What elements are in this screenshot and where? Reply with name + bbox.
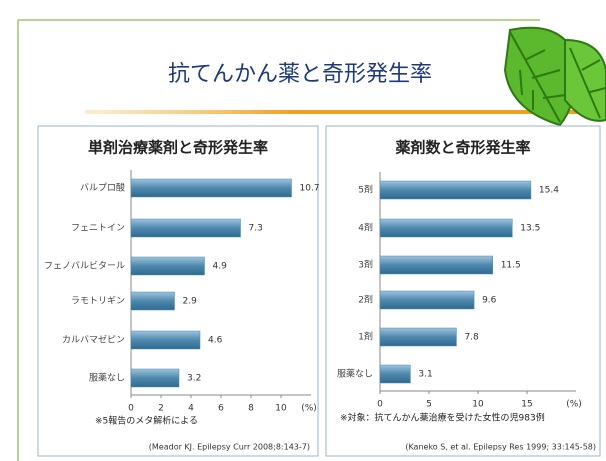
category-label: 1剤 — [358, 331, 373, 343]
value-label: 3.1 — [418, 370, 432, 380]
chart-title: 単剤治療薬剤と奇形発生率 — [88, 139, 268, 157]
x-tick-label: 5 — [426, 400, 432, 410]
value-label: 13.5 — [520, 224, 540, 234]
category-label: 5剤 — [358, 184, 373, 196]
category-label: カルバマゼピン — [62, 334, 125, 346]
value-label: 7.8 — [464, 333, 479, 343]
note: ※5報告のメタ解析による — [95, 415, 198, 427]
bar — [379, 180, 532, 200]
value-label: 7.3 — [249, 224, 263, 234]
bar — [130, 218, 241, 238]
x-tick-label: 6 — [218, 404, 224, 414]
title-underline — [85, 110, 606, 114]
category-label: 服薬なし — [337, 368, 373, 380]
bar — [130, 368, 180, 388]
bar — [379, 364, 411, 384]
x-tick-label: 0 — [377, 400, 383, 410]
category-label: フェノバルビタール — [44, 261, 125, 272]
x-tick-label: 0 — [128, 404, 134, 414]
category-label: バルプロ酸 — [80, 183, 125, 194]
bar — [130, 178, 292, 198]
value-label: 3.2 — [187, 374, 201, 384]
x-tick-label: 4 — [188, 404, 194, 414]
category-label: ラモトリギン — [71, 296, 125, 307]
note: ※対象：抗てんかん薬治療を受けた女性の児983例 — [340, 412, 545, 424]
bar — [379, 290, 475, 310]
bar — [379, 327, 457, 347]
value-label: 15.4 — [539, 186, 559, 196]
x-tick-label: 8 — [248, 404, 254, 414]
category-label: 3剤 — [358, 259, 373, 271]
x-tick-label: 2 — [158, 404, 164, 414]
x-tick-label: 10 — [472, 400, 484, 410]
category-label: 2剤 — [358, 294, 373, 306]
category-label: 服薬なし — [89, 372, 125, 384]
category-label: フェニトイン — [71, 224, 125, 234]
x-unit: (%) — [566, 400, 582, 410]
bar — [379, 255, 493, 275]
source: (Meador KJ. Epilepsy Curr 2008;8:143-7) — [149, 443, 310, 452]
value-label: 11.5 — [501, 261, 521, 271]
leaves — [503, 26, 606, 127]
value-label: 2.9 — [183, 297, 198, 307]
bar — [130, 256, 205, 276]
bar — [130, 291, 175, 311]
value-label: 4.9 — [213, 262, 228, 272]
x-tick-label: 15 — [521, 400, 532, 410]
value-label: 4.6 — [208, 336, 223, 346]
x-tick-label: 10 — [275, 404, 287, 414]
category-label: 4剤 — [358, 222, 373, 234]
source: (Kaneko S, et al. Epilepsy Res 1999; 33:… — [405, 443, 596, 452]
x-unit: (%) — [301, 404, 317, 414]
chart-title: 薬剤数と奇形発生率 — [394, 139, 530, 157]
bar — [379, 218, 513, 238]
value-label: 9.6 — [482, 296, 497, 306]
slide-title: 抗てんかん薬と奇形発生率 — [168, 62, 432, 87]
value-label: 10.7 — [300, 184, 320, 194]
bar — [130, 330, 201, 350]
